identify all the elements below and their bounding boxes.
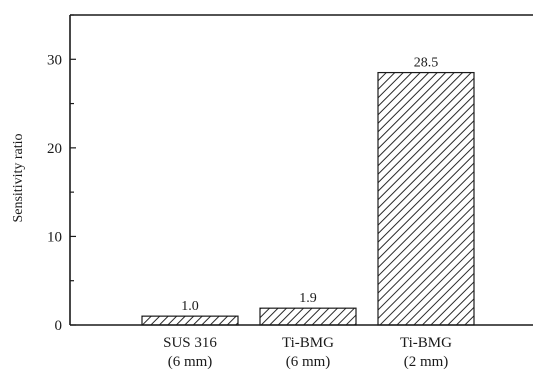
y-tick-label: 20 — [47, 141, 62, 157]
data-label: 1.9 — [299, 291, 317, 306]
data-labels: 1.0 1.9 28.5 — [181, 56, 438, 315]
y-axis-ticks: 0 10 20 30 — [47, 14, 76, 334]
y-tick-label: 0 — [55, 318, 63, 334]
category-labels: SUS 316 (6 mm) Ti-BMG (6 mm) Ti-BMG (2 mm) — [163, 335, 452, 370]
axes — [69, 14, 533, 326]
data-label: 1.0 — [181, 299, 199, 314]
bar — [141, 315, 239, 326]
y-tick-label: 30 — [47, 52, 62, 68]
category-label-line2: (2 mm) — [404, 354, 449, 370]
category-label-line2: (6 mm) — [286, 354, 331, 370]
category-label-line1: Ti-BMG — [400, 335, 452, 351]
category-label-line2: (6 mm) — [168, 354, 213, 370]
y-axis-label: Sensitivity ratio — [11, 133, 26, 222]
data-label: 28.5 — [414, 56, 439, 71]
category-label-line1: Ti-BMG — [282, 335, 334, 351]
bar — [259, 307, 357, 326]
y-tick-label: 10 — [47, 229, 62, 245]
bars — [141, 71, 475, 326]
category-label-line1: SUS 316 — [163, 335, 217, 351]
bar — [377, 71, 475, 326]
